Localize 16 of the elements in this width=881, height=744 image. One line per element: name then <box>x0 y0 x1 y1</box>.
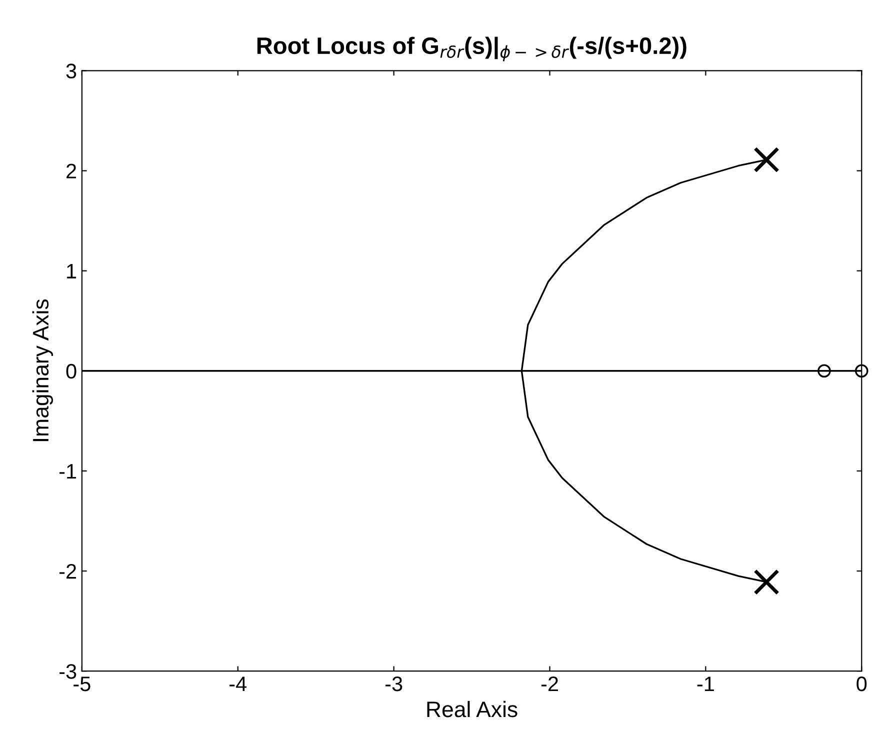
y-tick-label: 2 <box>66 164 76 178</box>
x-tick-label: -1 <box>697 676 714 692</box>
y-tick-label: 0 <box>66 364 76 379</box>
x-tick-label: -2 <box>541 676 558 692</box>
x-tick-label: 0 <box>856 676 867 692</box>
x-axis-title: Real Axis <box>427 700 518 718</box>
y-axis-title: Imaginary Axis <box>32 299 53 442</box>
y-tick-label: 3 <box>66 64 76 78</box>
x-tick-label: -4 <box>230 676 247 692</box>
y-tick-label: -2 <box>59 564 76 579</box>
y-tick-label: -1 <box>59 464 76 478</box>
x-tick-label: -3 <box>385 676 402 692</box>
chart-title: Root Locus of G$_{rδr}$(s)|$_{ϕ−>δr}$(-s/(s+0.2)) <box>257 36 686 62</box>
y-tick-label: -3 <box>59 664 76 679</box>
y-tick-label: 1 <box>67 264 76 278</box>
x-tick-label: -5 <box>74 676 90 692</box>
